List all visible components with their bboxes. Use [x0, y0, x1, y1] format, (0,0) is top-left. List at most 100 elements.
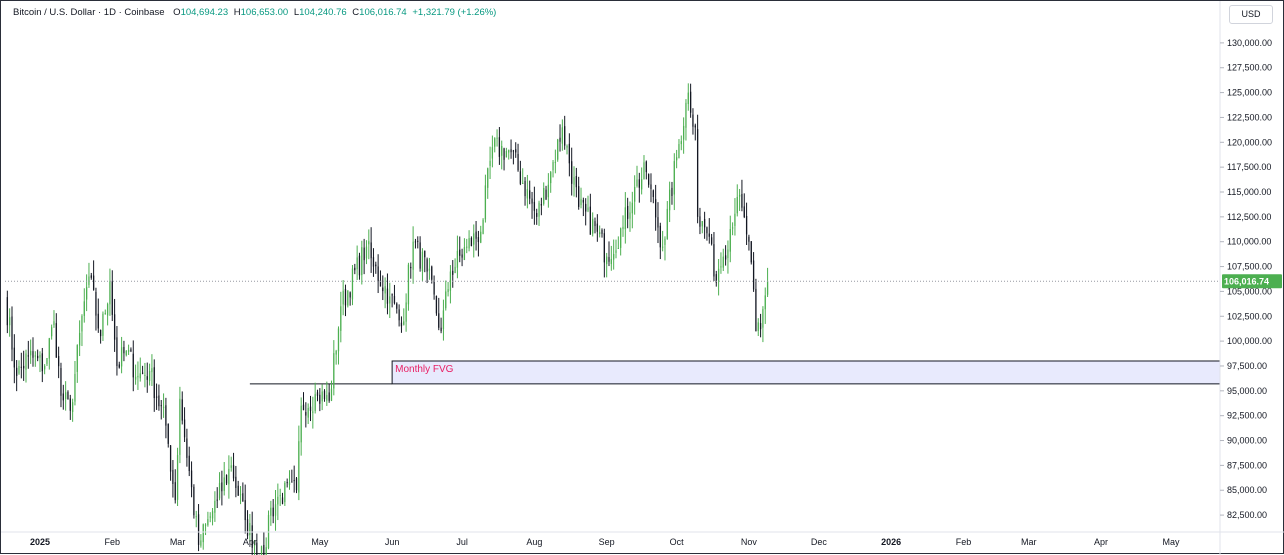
candle-body	[74, 373, 76, 402]
candle-body	[298, 441, 300, 493]
candle-body	[379, 280, 382, 287]
candle-body	[102, 313, 104, 336]
candle-body	[396, 303, 398, 309]
candle-body	[272, 507, 274, 517]
candle-body	[745, 216, 748, 235]
candle-body	[671, 187, 673, 197]
candle-body	[130, 349, 132, 352]
candle-body	[447, 289, 449, 293]
candle-body	[314, 394, 316, 411]
x-tick-label: 2026	[881, 537, 901, 547]
candle-body	[125, 351, 127, 356]
candle-body	[351, 268, 354, 300]
last-price-badge	[1222, 274, 1282, 289]
candle-body	[414, 241, 417, 243]
candle-body	[20, 366, 22, 368]
x-tick-label: Feb	[105, 537, 121, 547]
candle-body	[496, 137, 498, 139]
y-tick-label: 115,000.00	[1227, 187, 1271, 197]
candle-body	[729, 229, 731, 252]
candle-body	[410, 266, 412, 269]
candle-body	[710, 237, 713, 244]
candle-body	[76, 345, 78, 372]
candle-body	[216, 499, 218, 501]
candle-body	[484, 185, 487, 220]
candle-body	[428, 268, 431, 271]
candle-body	[603, 233, 605, 263]
x-tick-label: Mar	[1021, 537, 1037, 547]
candle-body	[722, 256, 724, 268]
high-value: 106,653.00	[240, 7, 289, 18]
candle-body	[99, 329, 102, 337]
candle-body	[326, 394, 328, 401]
candle-body	[218, 483, 221, 499]
candle-body	[237, 485, 239, 496]
candle-body	[386, 288, 389, 304]
candle-body	[232, 465, 235, 479]
candle-body	[291, 481, 293, 483]
y-tick-label: 97,500.00	[1227, 361, 1267, 371]
currency-selector[interactable]: USD	[1229, 5, 1273, 24]
x-tick-label: Dec	[811, 537, 828, 547]
candle-body	[389, 296, 391, 304]
candle-body	[251, 525, 253, 548]
candle-body	[645, 161, 647, 173]
candle-body	[440, 327, 442, 332]
candle-body	[95, 291, 97, 316]
chart-header: Bitcoin / U.S. Dollar · 1D · Coinbase O1…	[13, 7, 499, 18]
y-tick-label: 92,500.00	[1227, 411, 1267, 421]
candle-body	[253, 544, 256, 546]
candle-body	[25, 353, 27, 370]
symbol-title[interactable]: Bitcoin / U.S. Dollar · 1D · Coinbase	[13, 7, 165, 18]
candle-body	[466, 246, 468, 248]
candle-body	[137, 375, 139, 378]
candle-body	[703, 218, 706, 228]
candle-body	[200, 540, 202, 546]
x-tick-label: Nov	[741, 537, 758, 547]
candle-body	[445, 291, 447, 309]
candle-body	[281, 497, 284, 504]
candle-body	[202, 524, 204, 543]
candle-body	[64, 392, 67, 399]
candle-body	[18, 366, 20, 374]
candle-body	[78, 332, 81, 346]
candle-body	[312, 411, 314, 413]
candle-body	[578, 186, 580, 207]
candle-body	[503, 148, 505, 160]
candle-body	[559, 137, 561, 142]
candle-body	[522, 182, 524, 184]
candle-body	[699, 216, 701, 227]
candle-body	[293, 480, 295, 482]
candle-body	[685, 102, 687, 128]
candle-body	[524, 180, 526, 197]
candle-body	[335, 350, 337, 355]
candle-body	[393, 296, 396, 304]
candle-body	[454, 266, 456, 274]
candle-body	[400, 322, 403, 327]
candle-body	[622, 226, 624, 230]
candle-body	[9, 317, 11, 326]
candle-body	[41, 353, 43, 372]
candle-body	[60, 368, 62, 396]
candle-body	[307, 407, 309, 418]
candle-body	[244, 500, 246, 521]
change-value: +1,321.79 (+1.26%)	[412, 7, 497, 18]
y-tick-label: 85,000.00	[1227, 485, 1267, 495]
candle-body	[384, 286, 386, 294]
candle-body	[134, 376, 137, 380]
candle-body	[32, 351, 34, 358]
candle-body	[715, 274, 717, 283]
candle-body	[750, 241, 752, 263]
y-tick-label: 102,500.00	[1227, 311, 1272, 321]
candle-body	[417, 240, 419, 242]
candle-body	[582, 199, 584, 203]
y-tick-label: 120,000.00	[1227, 137, 1272, 147]
y-tick-label: 90,000.00	[1227, 436, 1267, 446]
candle-body	[246, 519, 249, 536]
candle-body	[452, 270, 454, 275]
candle-body	[540, 204, 543, 206]
candle-body	[752, 260, 755, 290]
candle-body	[221, 482, 223, 492]
candle-body	[295, 478, 298, 491]
